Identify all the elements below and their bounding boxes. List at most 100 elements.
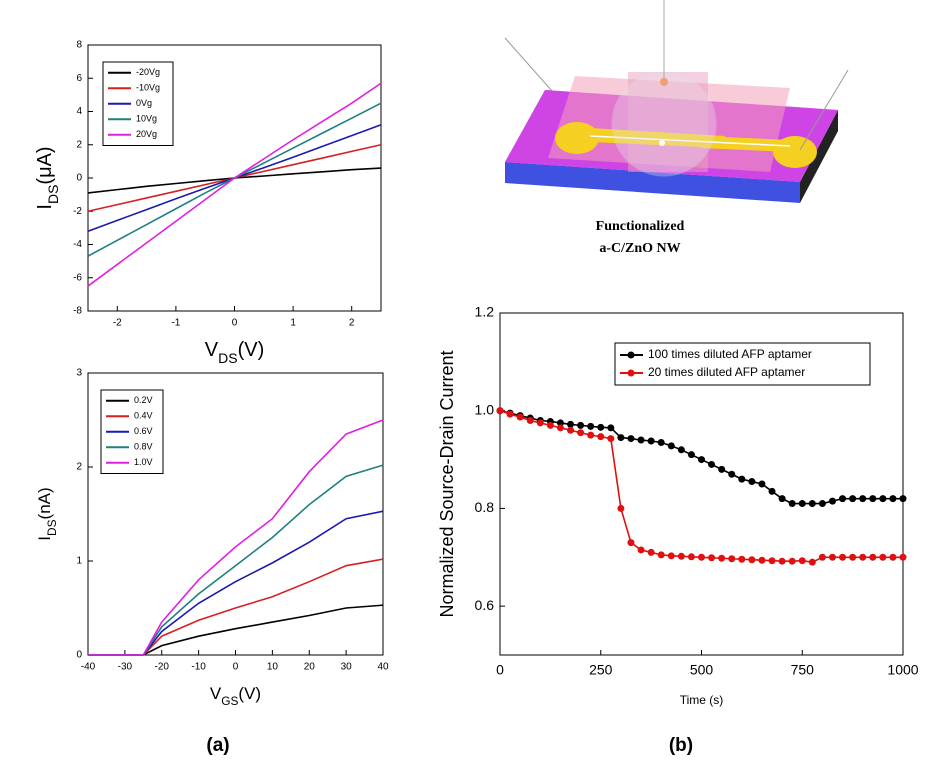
x-axis-label: VGS(V)	[210, 684, 261, 708]
data-point	[788, 500, 796, 508]
x-tick-label: 2	[349, 318, 355, 329]
data-point	[587, 422, 595, 430]
data-point	[597, 433, 605, 441]
x-tick-label: -30	[118, 662, 133, 673]
data-point	[859, 495, 867, 503]
legend-label: 100 times diluted AFP aptamer	[648, 347, 812, 361]
data-point	[839, 495, 847, 503]
y-axis-label: IDS(nA)	[35, 487, 59, 540]
legend-label: 0.8V	[134, 442, 153, 452]
data-point	[828, 497, 836, 505]
legend-label: 0.6V	[134, 426, 153, 436]
data-point	[617, 434, 625, 442]
data-point	[677, 552, 685, 560]
data-point	[718, 465, 726, 473]
data-point	[869, 553, 877, 561]
data-point	[728, 470, 736, 478]
data-point	[808, 500, 816, 508]
data-point	[778, 495, 786, 503]
data-point	[859, 553, 867, 561]
y-tick-label: 2	[76, 139, 82, 150]
data-point	[687, 553, 695, 561]
y-tick-label: -6	[73, 272, 82, 283]
x-tick-label: 1	[290, 318, 296, 329]
y-axis-label-sub: DS	[45, 185, 61, 204]
legend-label: 1.0V	[134, 457, 153, 467]
data-point	[748, 478, 756, 486]
x-tick-label: -1	[171, 318, 180, 329]
data-point	[708, 554, 716, 562]
y-tick-label: 0	[76, 650, 82, 661]
data-point	[728, 555, 736, 563]
data-point	[818, 500, 826, 508]
data-point	[506, 410, 514, 418]
data-point	[647, 437, 655, 445]
data-point	[567, 420, 575, 428]
panel-label: (b)	[669, 735, 693, 756]
x-tick-label: -10	[191, 662, 206, 673]
data-point	[657, 551, 665, 559]
legend-label: 0.4V	[134, 411, 153, 421]
data-point	[667, 552, 675, 560]
y-tick-label: 0.8	[475, 499, 495, 515]
data-point	[667, 442, 675, 450]
data-point	[627, 435, 635, 443]
legend-label: 0Vg	[136, 98, 152, 108]
data-point	[657, 438, 665, 446]
data-point	[577, 429, 585, 437]
series-line	[88, 419, 384, 656]
x-axis-label-suffix: (V)	[238, 339, 265, 361]
y-axis-label: IDS(μA)	[34, 146, 60, 209]
series-line	[88, 464, 384, 656]
data-point	[768, 487, 776, 495]
data-point	[758, 480, 766, 488]
y-tick-label: 2	[76, 462, 82, 473]
data-point	[768, 557, 776, 565]
data-point	[647, 548, 655, 556]
x-tick-label: -20	[155, 662, 170, 673]
y-tick-label: 3	[76, 368, 82, 379]
x-axis-label-main: V	[210, 684, 222, 703]
data-point	[889, 553, 897, 561]
y-tick-label: 1	[76, 556, 82, 567]
data-point	[738, 475, 746, 483]
data-point	[849, 553, 857, 561]
x-axis-label: Time (s)	[680, 693, 724, 707]
data-point	[808, 558, 816, 566]
data-point	[677, 446, 685, 454]
x-axis-label-main: V	[205, 339, 219, 361]
y-tick-label: 1.2	[475, 304, 495, 320]
data-point	[788, 557, 796, 565]
y-tick-label: 4	[76, 106, 82, 117]
diagram-caption: Functionalized	[596, 219, 685, 234]
data-point	[556, 419, 564, 427]
x-tick-label: 0	[233, 662, 239, 673]
series-line	[88, 604, 384, 656]
series-line	[87, 167, 382, 194]
y-axis-label-suffix: (μA)	[34, 146, 56, 184]
data-point	[526, 416, 534, 424]
legend-label: -20Vg	[136, 67, 160, 77]
y-tick-label: -2	[73, 206, 82, 217]
data-point	[607, 435, 615, 443]
y-axis-label-main: I	[35, 536, 54, 541]
x-tick-label: 30	[341, 662, 353, 673]
data-point	[879, 495, 887, 503]
y-tick-label: 8	[76, 40, 82, 51]
legend-marker	[627, 369, 635, 377]
data-point	[839, 553, 847, 561]
legend-label: 0.2V	[134, 395, 153, 405]
data-point	[818, 553, 826, 561]
legend-label: 10Vg	[136, 114, 157, 124]
x-tick-label: 750	[791, 662, 815, 678]
data-point	[778, 557, 786, 565]
legend-box	[614, 342, 871, 386]
device-diagram: Functionalized a-C/ZnO NW	[504, 0, 849, 256]
data-point	[567, 426, 575, 434]
data-point	[899, 495, 907, 503]
data-point	[597, 423, 605, 431]
data-point	[869, 495, 877, 503]
data-point	[698, 553, 705, 561]
series-line	[87, 82, 382, 287]
y-axis-label-sub: DS	[45, 519, 59, 536]
